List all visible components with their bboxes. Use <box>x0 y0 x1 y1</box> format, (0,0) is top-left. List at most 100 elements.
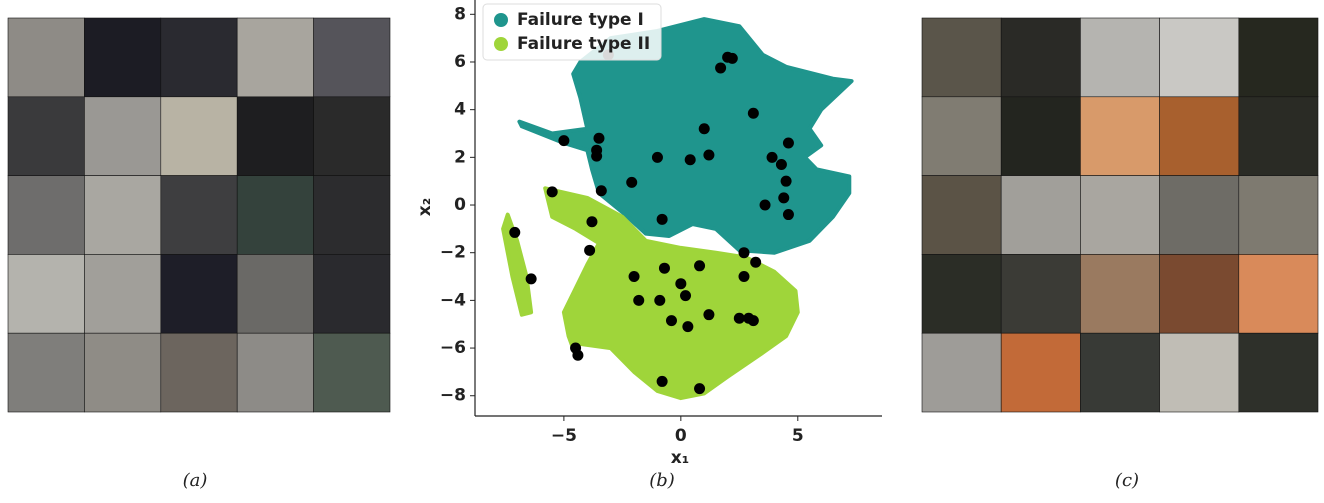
image-tile <box>1159 254 1240 334</box>
y-tick-label: 4 <box>454 100 466 120</box>
point <box>703 149 715 161</box>
point <box>782 137 794 149</box>
image-tile <box>313 332 391 413</box>
point <box>656 375 668 387</box>
legend-box <box>482 3 662 61</box>
point <box>628 271 640 283</box>
image-tile <box>1159 17 1240 98</box>
x-tick-label: 0 <box>675 426 687 446</box>
point <box>738 271 750 283</box>
image-tile <box>921 96 1002 176</box>
y-axis-label: x₂ <box>415 198 435 216</box>
point <box>747 315 759 327</box>
image-tile <box>236 332 314 413</box>
point <box>665 315 677 327</box>
point <box>747 107 759 119</box>
image-tile <box>160 175 238 255</box>
image-tile <box>1238 332 1319 413</box>
point <box>703 309 715 321</box>
image-tile <box>1000 254 1081 334</box>
point <box>684 154 696 166</box>
point <box>651 151 663 163</box>
image-tile <box>236 175 314 255</box>
scatter-plot: −5 0 5 −8 −6 −4 −2 0 2 4 6 8 x₁ x₂ Failure type I Failu… <box>415 0 882 468</box>
image-tile <box>84 17 162 98</box>
point <box>584 244 596 256</box>
point <box>682 321 694 333</box>
image-tile <box>1238 254 1319 334</box>
point <box>509 226 521 238</box>
image-tile <box>313 254 391 334</box>
y-tick-label: 6 <box>454 52 466 72</box>
caption: (c) <box>1115 470 1139 491</box>
image-tile <box>84 96 162 176</box>
image-tile <box>1238 17 1319 98</box>
image-tile <box>313 175 391 255</box>
point <box>738 247 750 259</box>
y-tick-label: −4 <box>440 290 466 310</box>
image-tile <box>1080 96 1160 176</box>
point <box>675 278 687 290</box>
point <box>782 209 794 221</box>
image-tile <box>1000 17 1081 98</box>
image-tile <box>921 17 1002 98</box>
image-tile <box>84 175 162 255</box>
point <box>726 52 738 64</box>
y-tick-label: 0 <box>454 195 466 215</box>
point <box>759 199 771 211</box>
image-tile <box>1159 175 1240 255</box>
image-tile <box>921 332 1002 413</box>
image-grid-c <box>921 17 1319 413</box>
image-tile <box>1080 175 1160 255</box>
x-tick-label: −5 <box>551 426 577 446</box>
point <box>654 294 666 306</box>
y-tick-label: 2 <box>454 147 466 167</box>
point <box>694 383 706 395</box>
point <box>778 192 790 204</box>
caption: (b) <box>649 470 675 491</box>
point <box>593 132 605 144</box>
legend-label: Failure type I <box>517 10 644 30</box>
point <box>591 150 603 162</box>
y-tick-label: 8 <box>454 4 466 24</box>
image-tile <box>1080 17 1160 98</box>
image-tile <box>7 175 85 255</box>
image-tile <box>236 17 314 98</box>
image-tile <box>160 254 238 334</box>
point <box>766 151 778 163</box>
image-tile <box>1080 254 1160 334</box>
y-tick-label: −8 <box>440 386 466 406</box>
y-tick-label: −6 <box>440 338 466 358</box>
image-tile <box>313 17 391 98</box>
image-tile <box>236 254 314 334</box>
point <box>586 216 598 228</box>
image-tile <box>160 332 238 413</box>
point <box>750 256 762 268</box>
point <box>780 175 792 187</box>
point <box>733 312 745 324</box>
legend-label: Failure type II <box>517 34 650 54</box>
image-tile <box>1000 332 1081 413</box>
y-tick-label: −2 <box>440 243 466 263</box>
point <box>595 185 607 197</box>
image-tile <box>7 332 85 413</box>
x-tick-label: 5 <box>792 426 804 446</box>
legend-marker <box>494 13 508 27</box>
image-tile <box>1000 96 1081 176</box>
image-tile <box>160 17 238 98</box>
image-tile <box>921 254 1002 334</box>
image-tile <box>1000 175 1081 255</box>
cluster-area <box>501 186 800 401</box>
image-tile <box>84 254 162 334</box>
image-grid-a <box>7 17 391 413</box>
point <box>558 135 570 147</box>
image-tile <box>1238 175 1319 255</box>
point <box>715 62 727 74</box>
image-tile <box>7 96 85 176</box>
point <box>633 294 645 306</box>
point <box>626 176 638 188</box>
point <box>694 260 706 272</box>
image-tile <box>160 96 238 176</box>
